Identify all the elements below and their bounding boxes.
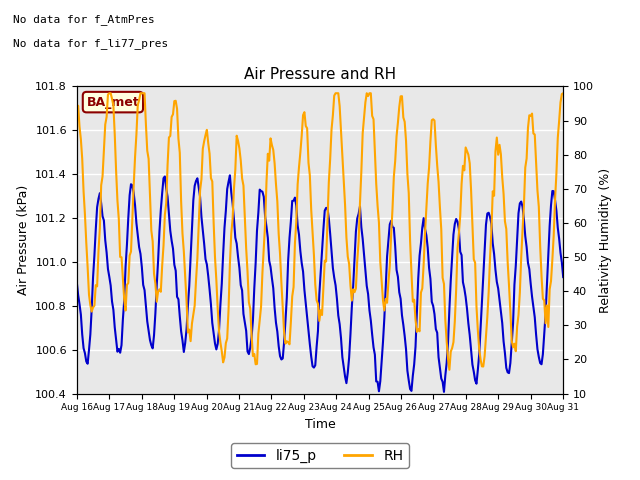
- Y-axis label: Air Pressure (kPa): Air Pressure (kPa): [17, 185, 30, 295]
- Text: BA_met: BA_met: [86, 96, 140, 108]
- X-axis label: Time: Time: [305, 418, 335, 431]
- Legend: li75_p, RH: li75_p, RH: [231, 443, 409, 468]
- Text: No data for f_AtmPres: No data for f_AtmPres: [13, 14, 154, 25]
- Title: Air Pressure and RH: Air Pressure and RH: [244, 68, 396, 83]
- Y-axis label: Relativity Humidity (%): Relativity Humidity (%): [600, 168, 612, 312]
- Text: No data for f_li77_pres: No data for f_li77_pres: [13, 38, 168, 49]
